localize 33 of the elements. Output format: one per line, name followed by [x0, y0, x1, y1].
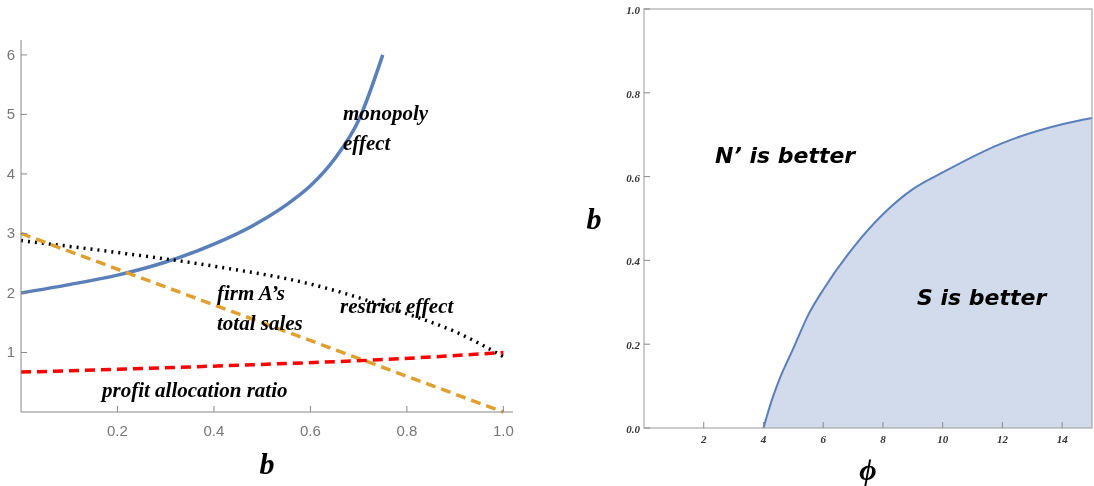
y-tick-label: 6 [6, 45, 15, 63]
annotation: S is better [917, 285, 1048, 310]
y-tick-label: 0.2 [626, 339, 641, 352]
y-tick-label: 4 [6, 164, 15, 182]
y-tick-label: 0.0 [626, 423, 641, 435]
annotation: profit allocation ratio [100, 378, 288, 402]
x-tick-label: 10 [937, 433, 949, 445]
x-tick-label: 4 [759, 433, 767, 445]
y-tick-label: 0.6 [626, 171, 641, 184]
x-tick-label: 0.4 [203, 422, 225, 439]
x-tick-label: 12 [996, 433, 1009, 445]
x-tick-label: 8 [880, 433, 887, 445]
y-tick-label: 0.8 [626, 87, 641, 100]
annotation: firm A’s total sales [217, 281, 303, 335]
x-tick-label: 0.6 [299, 422, 321, 439]
line-series [19, 238, 506, 359]
y-tick-label: 5 [6, 105, 15, 123]
y-axis-title: b [586, 201, 602, 235]
x-tick-label: 1.0 [492, 422, 514, 439]
y-tick-label: 2 [6, 283, 15, 301]
y-tick-label: 0.4 [626, 255, 641, 268]
line-series [19, 350, 506, 374]
x-tick-label: 0.8 [396, 422, 418, 439]
x-axis-title: ϕ [859, 453, 877, 486]
y-tick-label: 1.0 [626, 4, 641, 16]
x-tick-label: 14 [1056, 433, 1069, 445]
y-tick-label: 3 [6, 224, 15, 242]
x-tick-label: 0.2 [107, 422, 128, 439]
annotation: N’ is better [715, 143, 857, 168]
y-tick-label: 1 [6, 343, 15, 361]
x-axis-title: b [259, 447, 275, 480]
x-tick-label: 2 [699, 433, 707, 445]
x-tick-label: 6 [820, 433, 827, 445]
